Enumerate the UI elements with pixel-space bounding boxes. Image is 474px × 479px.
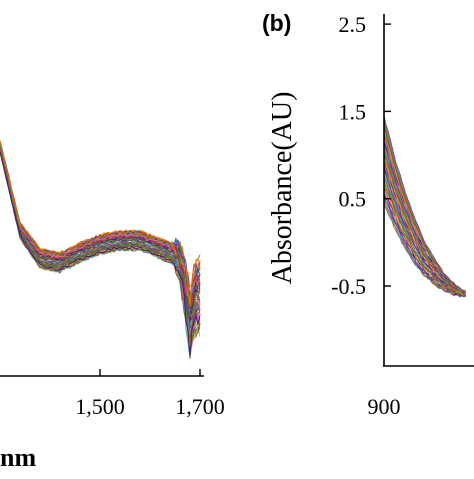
panel-a-series-line [0,142,201,303]
panel-a-series-line [0,142,201,297]
panel-b-y-tick-label: 0.5 [339,187,367,212]
panel-a-series-line [0,141,201,297]
panel-a-series-line [0,145,201,310]
panel-a-series-line [0,142,201,311]
panel-a-series-line [0,144,201,318]
panel-a-series-line [0,143,201,304]
panel-a-series-line [0,140,201,307]
panel-a-series-line [0,145,201,318]
panel-b-x-ticks: 900 [368,394,401,419]
panel-a-series-line [0,146,201,321]
panel-a-series-line [0,151,201,356]
panel-a-series-line [0,141,201,302]
panel-a-x-tick-label: 1,500 [75,394,125,419]
panel-a-series-line [0,142,201,313]
panel-b-y-ticks: 2.5 1.5 0.5 -0.5 [331,12,391,299]
panel-a-series-line [0,142,201,300]
panel-a-series-line [0,142,201,302]
panel-a-series-line [0,144,201,314]
panel-a-series-group [0,140,201,359]
panel-a-series-line [0,146,201,314]
panel-a-series-line [0,141,201,301]
panel-a-series-line [0,144,201,317]
panel-b-series-group [383,115,466,298]
panel-a-series-line [0,141,201,297]
panel-b: (b) 2.5 1.5 0.5 -0.5 900 Absorbance(AU) [262,10,474,419]
panel-a-series-line [0,148,201,346]
panel-a-series-line [0,147,201,328]
panel-a-series-line [0,143,201,314]
panel-a-series-line [0,144,201,309]
panel-a-series-line [0,140,201,302]
panel-b-x-tick-label: 900 [368,394,401,419]
panel-a-series-line [0,141,201,308]
panel-a-x-axis-unit: nm [0,443,36,472]
panel-b-series-line [383,130,466,293]
panel-b-series-line [383,150,466,294]
panel-a-series-line [0,140,201,302]
panel-b-series-line [383,115,466,293]
panel-a-series-line [0,145,201,322]
panel-b-series-line [383,186,466,297]
panel-b-y-axis-label: Absorbance(AU) [267,92,298,285]
panel-b-y-tick-label: -0.5 [331,274,366,299]
panel-a: 1,500 1,700 nm [0,140,225,472]
panel-a-x-tick-label: 1,700 [175,394,225,419]
panel-a-series-line [0,141,201,306]
panel-b-y-tick-label: 2.5 [339,12,367,37]
panel-a-series-line [0,141,201,288]
panel-b-series-line [383,194,466,297]
panel-a-series-line [0,144,201,306]
panel-b-tag: (b) [262,10,291,36]
panel-a-series-line [0,144,201,313]
panel-b-y-tick-label: 1.5 [339,99,367,124]
panel-a-series-line [0,141,201,301]
panel-a-series-line [0,142,201,298]
panel-a-x-ticks: 1,500 1,700 [75,369,225,419]
